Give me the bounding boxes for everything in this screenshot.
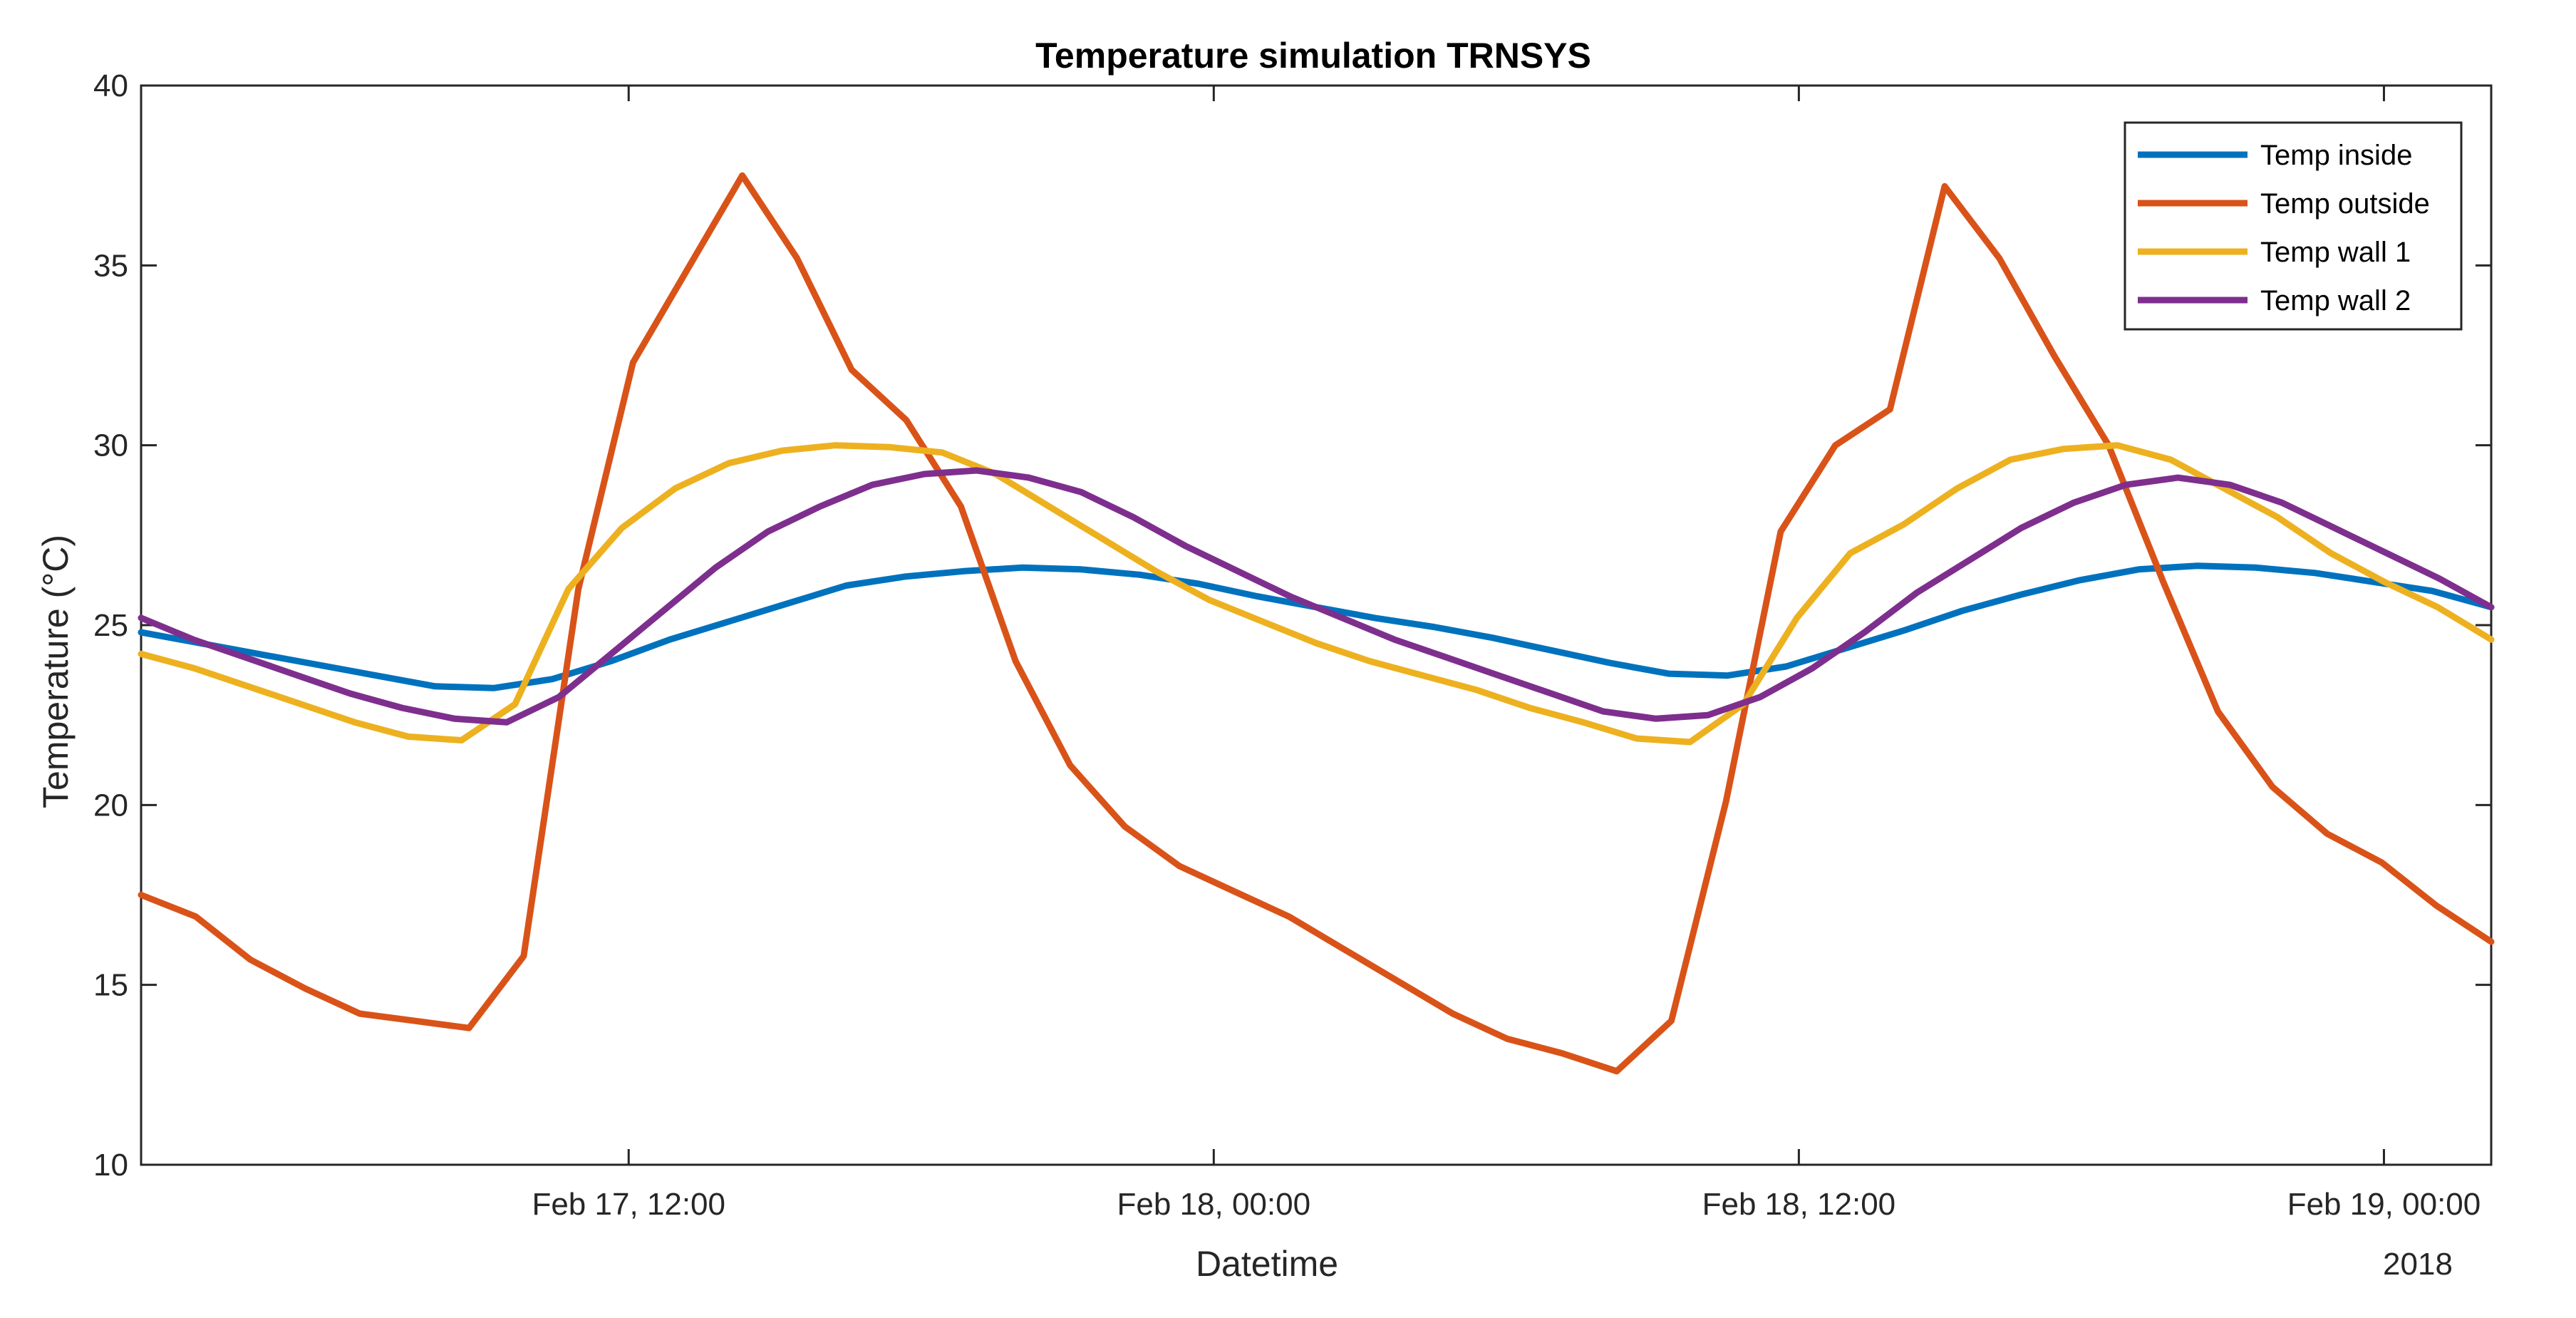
chart-title: Temperature simulation TRNSYS — [1035, 36, 1591, 76]
legend-label: Temp wall 1 — [2260, 237, 2411, 268]
legend-label: Temp outside — [2260, 188, 2430, 220]
legend-label: Temp inside — [2260, 140, 2412, 171]
series-line-temp-outside — [138, 172, 2495, 1075]
legend: Temp inside Temp outside Temp wall 1 Temp w… — [2124, 121, 2463, 331]
y-tick-label: 30 — [93, 428, 128, 463]
series-line-temp-wall-2 — [138, 467, 2495, 726]
x-axis-label: Datetime — [1196, 1244, 1338, 1284]
x-axis-year-label: 2018 — [2383, 1247, 2453, 1282]
y-tick-label: 25 — [93, 608, 128, 643]
series-line-temp-wall-1 — [138, 442, 2495, 746]
x-tick-label: Feb 18, 12:00 — [1702, 1187, 1896, 1222]
series-lines — [138, 172, 2495, 1075]
x-tick-label: Feb 17, 12:00 — [532, 1187, 725, 1222]
y-axis-label: Temperature (°C) — [36, 535, 76, 808]
x-axis-ticks: Feb 17, 12:00 Feb 18, 00:00 Feb 18, 12:00 F… — [532, 86, 2481, 1222]
y-tick-label: 35 — [93, 248, 128, 283]
x-tick-label: Feb 19, 00:00 — [2287, 1187, 2481, 1222]
y-tick-label: 40 — [93, 68, 128, 103]
y-tick-label: 20 — [93, 788, 128, 823]
legend-label: Temp wall 2 — [2260, 285, 2411, 316]
y-tick-label: 15 — [93, 968, 128, 1003]
y-tick-label: 10 — [93, 1148, 128, 1183]
y-axis-ticks: 10 15 20 25 30 35 40 — [93, 68, 2491, 1183]
x-tick-label: Feb 18, 00:00 — [1117, 1187, 1311, 1222]
